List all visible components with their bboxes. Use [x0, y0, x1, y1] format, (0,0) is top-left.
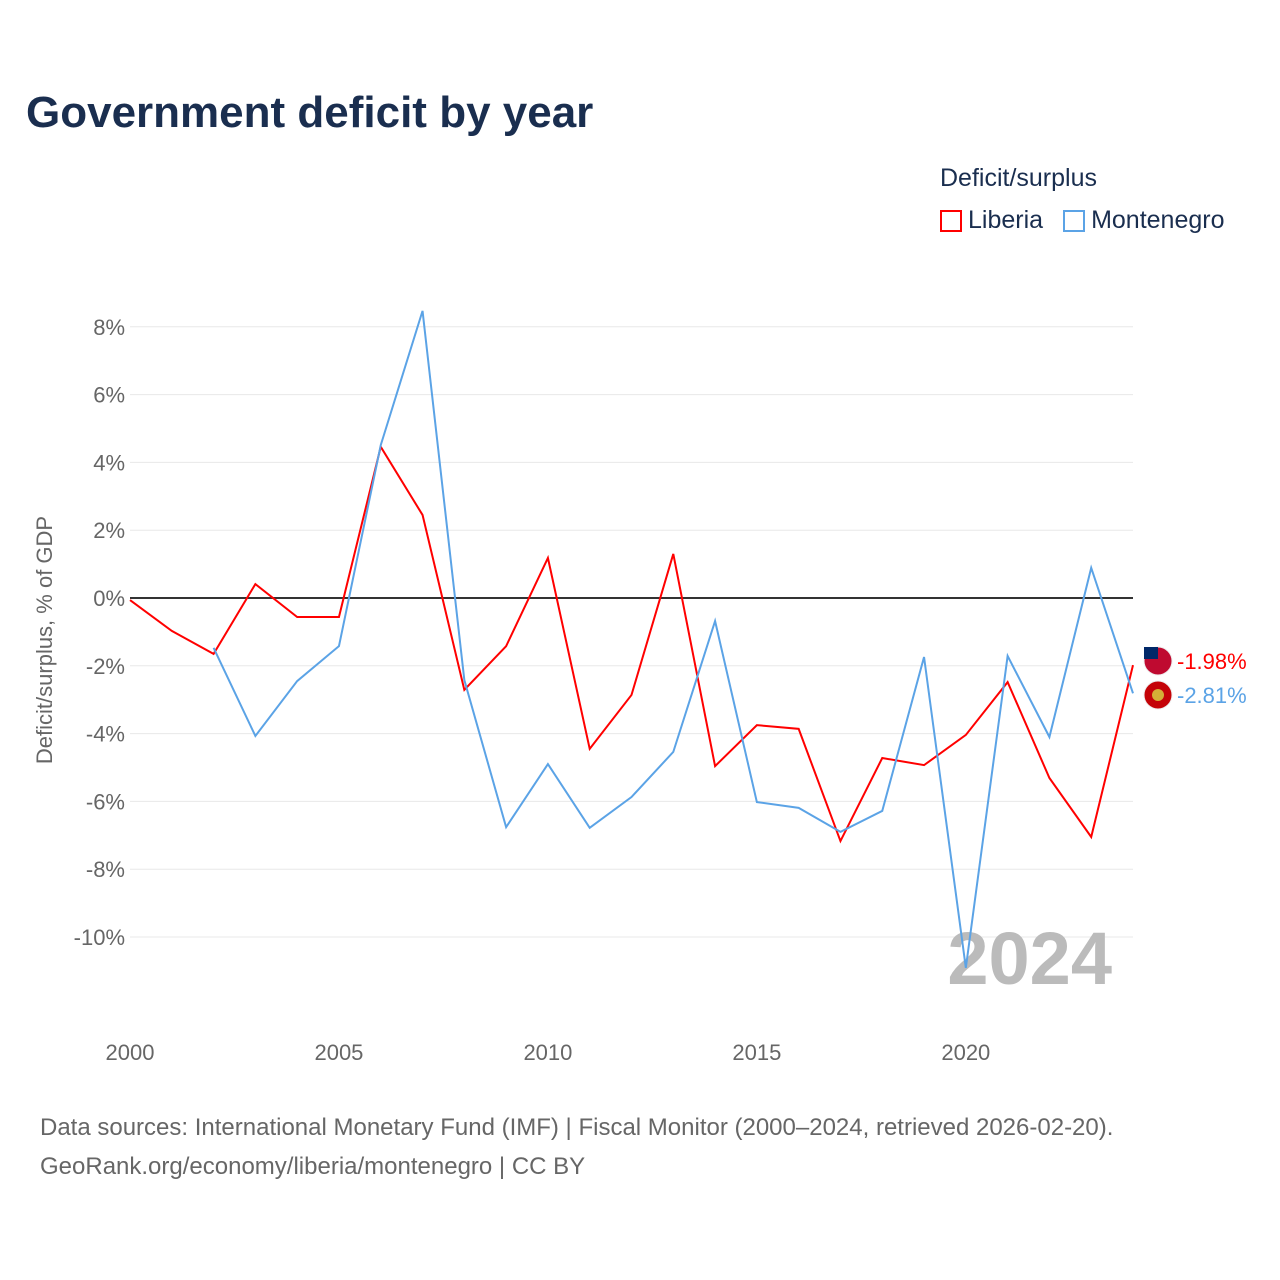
y-tick-label: 8%: [93, 315, 125, 340]
legend-swatch-liberia: [940, 209, 962, 232]
x-tick-label: 2015: [732, 1040, 781, 1065]
y-tick-label: 4%: [93, 450, 125, 475]
source-line-2[interactable]: GeoRank.org/economy/liberia/montenegro |…: [40, 1153, 586, 1180]
y-tick-label: -6%: [86, 789, 125, 814]
y-tick-label: 0%: [93, 586, 125, 611]
x-tick-label: 2020: [941, 1040, 990, 1065]
year-watermark: 2024: [947, 917, 1112, 1000]
source-note: Data sources: International Monetary Fun…: [40, 1108, 1113, 1186]
legend-item-liberia[interactable]: Liberia: [940, 206, 1043, 235]
legend-swatch-montenegro: [1063, 209, 1086, 232]
x-tick-label: 2010: [523, 1040, 572, 1065]
legend-item-montenegro[interactable]: Montenegro: [1063, 206, 1225, 235]
x-tick-label: 2005: [314, 1040, 363, 1065]
y-tick-label: -4%: [86, 722, 125, 747]
source-line-1: Data sources: International Monetary Fun…: [40, 1114, 1114, 1141]
flag-canton: [1144, 647, 1158, 659]
y-axis-label: Deficit/surplus, % of GDP: [32, 516, 57, 764]
flag-emblem: [1152, 689, 1164, 701]
legend-label-montenegro: Montenegro: [1091, 206, 1225, 234]
y-tick-label: -2%: [86, 654, 125, 679]
legend: Liberia Montenegro: [940, 206, 1225, 235]
x-tick-label: 2000: [106, 1040, 155, 1065]
legend-title: Deficit/surplus: [940, 164, 1097, 192]
y-tick-label: 2%: [93, 518, 125, 543]
legend-label-liberia: Liberia: [968, 206, 1044, 234]
series-line-montenegro: [212, 310, 1134, 968]
end-label-liberia: -1.98%: [1177, 649, 1247, 674]
end-label-montenegro: -2.81%: [1177, 683, 1247, 708]
y-tick-label: 6%: [93, 383, 125, 408]
y-tick-label: -8%: [86, 857, 125, 882]
series-line-liberia: [129, 444, 1134, 844]
chart-title: Government deficit by year: [26, 88, 594, 137]
y-tick-label: -10%: [74, 925, 125, 950]
plot-area: 8% 6% 4% 2% 0% -2% -4% -6% -8% -10% 2000 2005 2010 20…: [32, 310, 1247, 1065]
